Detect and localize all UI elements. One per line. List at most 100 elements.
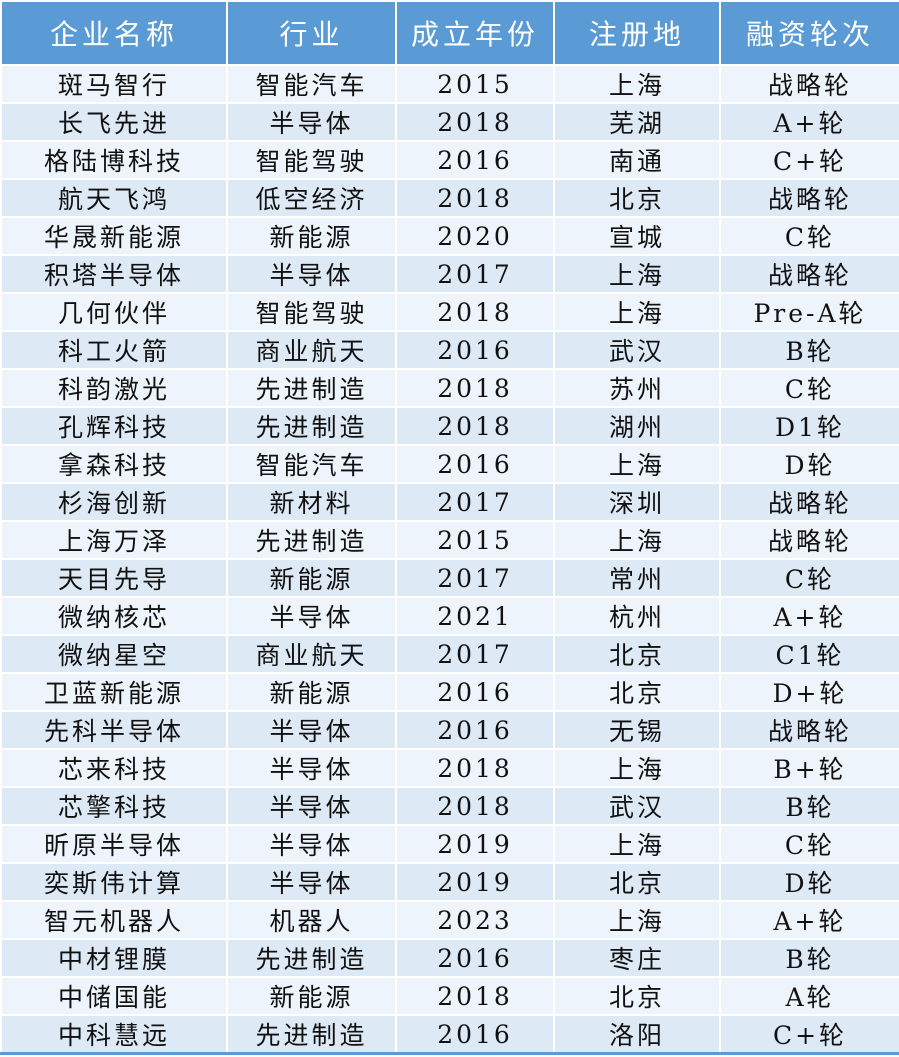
- cell-company-name: 天目先导: [0, 558, 228, 598]
- cell-industry: 半导体: [226, 786, 397, 826]
- cell-registered-location: 苏州: [553, 368, 721, 408]
- cell-registered-location: 上海: [553, 254, 721, 294]
- cell-financing-round: C轮: [719, 558, 899, 598]
- table-row: 昕原半导体 半导体 2019 上海 C轮: [0, 824, 899, 864]
- cell-financing-round: D+轮: [719, 672, 899, 712]
- cell-financing-round: 战略轮: [719, 710, 899, 750]
- cell-financing-round: D轮: [719, 444, 899, 484]
- cell-financing-round: D1轮: [719, 406, 899, 446]
- table-row: 中科慧远 先进制造 2016 洛阳 C+轮: [0, 1014, 899, 1055]
- cell-registered-location: 北京: [553, 178, 721, 218]
- cell-company-name: 科韵激光: [0, 368, 228, 408]
- cell-company-name: 华晟新能源: [0, 216, 228, 256]
- cell-founded-year: 2018: [395, 102, 555, 142]
- cell-registered-location: 南通: [553, 140, 721, 180]
- table-row: 杉海创新 新材料 2017 深圳 战略轮: [0, 482, 899, 522]
- cell-industry: 智能汽车: [226, 64, 397, 104]
- cell-registered-location: 北京: [553, 976, 721, 1016]
- table-row: 微纳核芯 半导体 2021 杭州 A+轮: [0, 596, 899, 636]
- table-row: 中材锂膜 先进制造 2016 枣庄 B轮: [0, 938, 899, 978]
- header-founded-year: 成立年份: [395, 0, 555, 66]
- cell-industry: 半导体: [226, 748, 397, 788]
- header-registered-location: 注册地: [553, 0, 721, 66]
- cell-registered-location: 枣庄: [553, 938, 721, 978]
- cell-industry: 低空经济: [226, 178, 397, 218]
- cell-company-name: 杉海创新: [0, 482, 228, 522]
- cell-founded-year: 2018: [395, 406, 555, 446]
- cell-company-name: 孔辉科技: [0, 406, 228, 446]
- cell-industry: 新能源: [226, 672, 397, 712]
- cell-company-name: 长飞先进: [0, 102, 228, 142]
- cell-company-name: 微纳核芯: [0, 596, 228, 636]
- cell-company-name: 芯擎科技: [0, 786, 228, 826]
- cell-company-name: 微纳星空: [0, 634, 228, 674]
- cell-company-name: 智元机器人: [0, 900, 228, 940]
- cell-founded-year: 2023: [395, 900, 555, 940]
- cell-financing-round: 战略轮: [719, 520, 899, 560]
- table-row: 中储国能 新能源 2018 北京 A轮: [0, 976, 899, 1016]
- cell-company-name: 中材锂膜: [0, 938, 228, 978]
- cell-industry: 半导体: [226, 710, 397, 750]
- cell-financing-round: C轮: [719, 368, 899, 408]
- cell-company-name: 昕原半导体: [0, 824, 228, 864]
- cell-registered-location: 武汉: [553, 786, 721, 826]
- cell-company-name: 积塔半导体: [0, 254, 228, 294]
- cell-registered-location: 深圳: [553, 482, 721, 522]
- header-row: 企业名称 行业 成立年份 注册地 融资轮次: [0, 0, 899, 66]
- cell-company-name: 航天飞鸿: [0, 178, 228, 218]
- table-row: 芯擎科技 半导体 2018 武汉 B轮: [0, 786, 899, 826]
- cell-company-name: 中科慧远: [0, 1014, 228, 1055]
- table-row: 长飞先进 半导体 2018 芜湖 A+轮: [0, 102, 899, 142]
- cell-industry: 新材料: [226, 482, 397, 522]
- header-industry: 行业: [226, 0, 397, 66]
- cell-founded-year: 2016: [395, 1014, 555, 1055]
- cell-financing-round: C1轮: [719, 634, 899, 674]
- cell-registered-location: 宣城: [553, 216, 721, 256]
- cell-industry: 半导体: [226, 102, 397, 142]
- cell-industry: 先进制造: [226, 368, 397, 408]
- cell-founded-year: 2018: [395, 748, 555, 788]
- cell-founded-year: 2017: [395, 254, 555, 294]
- cell-registered-location: 上海: [553, 900, 721, 940]
- cell-company-name: 先科半导体: [0, 710, 228, 750]
- table-row: 天目先导 新能源 2017 常州 C轮: [0, 558, 899, 598]
- cell-founded-year: 2020: [395, 216, 555, 256]
- cell-financing-round: A+轮: [719, 900, 899, 940]
- cell-industry: 先进制造: [226, 938, 397, 978]
- cell-industry: 商业航天: [226, 634, 397, 674]
- cell-company-name: 奕斯伟计算: [0, 862, 228, 902]
- header-financing-round: 融资轮次: [719, 0, 899, 66]
- cell-founded-year: 2019: [395, 862, 555, 902]
- cell-financing-round: 战略轮: [719, 64, 899, 104]
- table-row: 科韵激光 先进制造 2018 苏州 C轮: [0, 368, 899, 408]
- cell-company-name: 拿森科技: [0, 444, 228, 484]
- cell-industry: 先进制造: [226, 520, 397, 560]
- cell-founded-year: 2018: [395, 292, 555, 332]
- cell-industry: 新能源: [226, 216, 397, 256]
- cell-industry: 机器人: [226, 900, 397, 940]
- cell-registered-location: 杭州: [553, 596, 721, 636]
- cell-founded-year: 2017: [395, 558, 555, 598]
- cell-financing-round: C+轮: [719, 140, 899, 180]
- table-row: 先科半导体 半导体 2016 无锡 战略轮: [0, 710, 899, 750]
- cell-founded-year: 2018: [395, 368, 555, 408]
- cell-industry: 先进制造: [226, 406, 397, 446]
- cell-industry: 半导体: [226, 596, 397, 636]
- cell-financing-round: C轮: [719, 216, 899, 256]
- cell-industry: 智能汽车: [226, 444, 397, 484]
- table-row: 航天飞鸿 低空经济 2018 北京 战略轮: [0, 178, 899, 218]
- table-row: 微纳星空 商业航天 2017 北京 C1轮: [0, 634, 899, 674]
- cell-registered-location: 上海: [553, 748, 721, 788]
- cell-industry: 智能驾驶: [226, 292, 397, 332]
- cell-company-name: 上海万泽: [0, 520, 228, 560]
- cell-founded-year: 2016: [395, 710, 555, 750]
- cell-company-name: 几何伙伴: [0, 292, 228, 332]
- cell-founded-year: 2016: [395, 140, 555, 180]
- cell-company-name: 格陆博科技: [0, 140, 228, 180]
- cell-industry: 半导体: [226, 862, 397, 902]
- cell-registered-location: 北京: [553, 634, 721, 674]
- cell-founded-year: 2016: [395, 444, 555, 484]
- cell-registered-location: 北京: [553, 862, 721, 902]
- cell-industry: 新能源: [226, 558, 397, 598]
